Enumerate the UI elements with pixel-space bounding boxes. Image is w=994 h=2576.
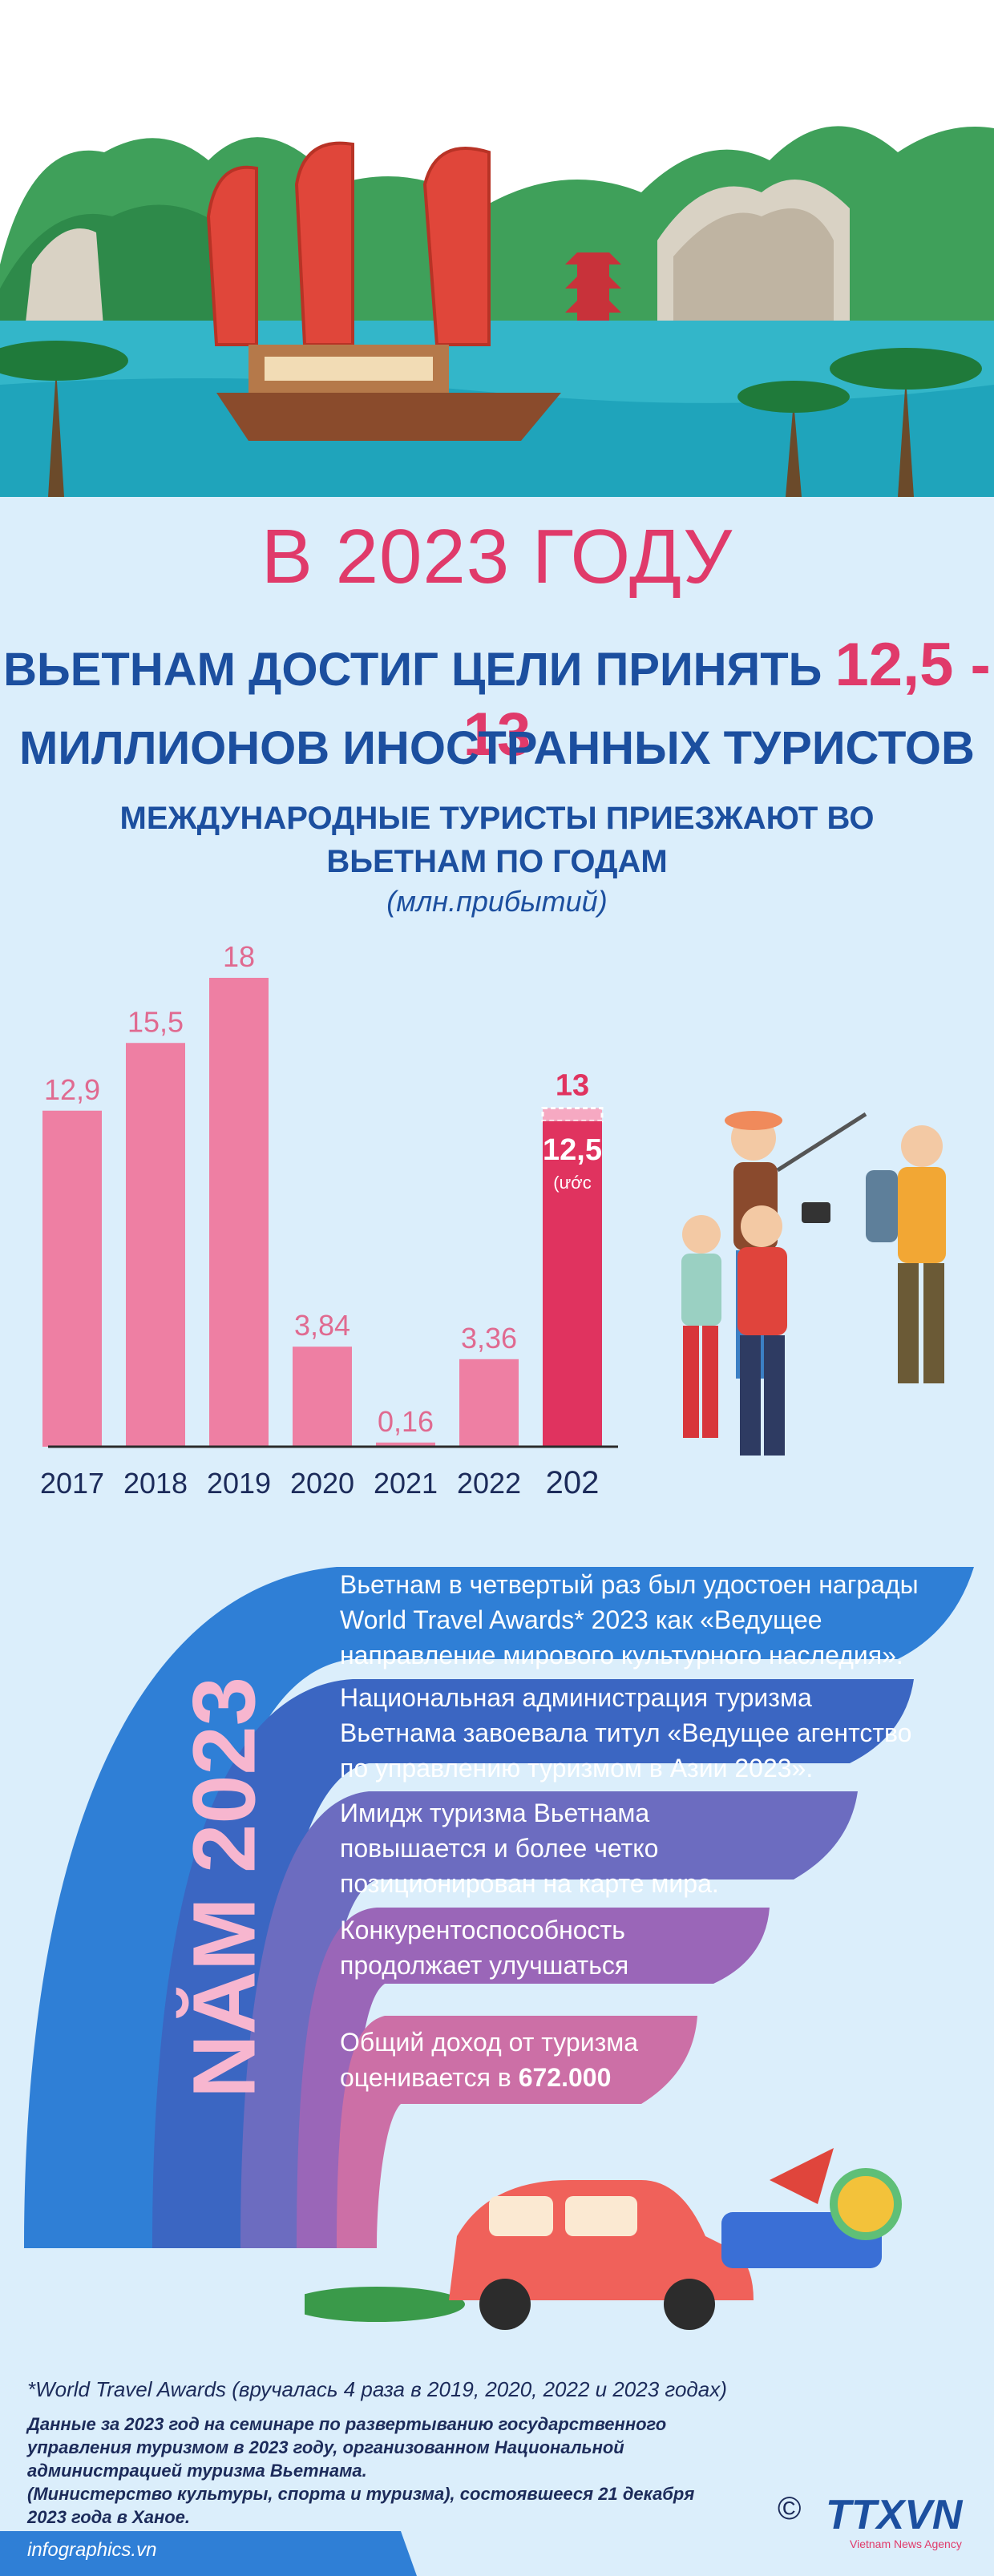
chart-title: МЕЖДУНАРОДНЫЕ ТУРИСТЫ ПРИЕЗЖАЮТ ВО ВЬЕТН…: [0, 797, 994, 883]
tick-label-202: 202: [546, 1465, 600, 1500]
achievement-2: Национальная администрация туризма Вьетн…: [340, 1683, 912, 1783]
tick-label-2018: 2018: [123, 1467, 188, 1500]
chart-title-line-2: ВЬЕТНАМ ПО ГОДАМ: [326, 844, 668, 879]
year-side-label-wrap: NĂM 2023: [176, 1567, 274, 2208]
ttxvn-logo: © TTXVN Vietnam News Agency: [778, 2491, 986, 2555]
copyright-symbol: ©: [778, 2491, 802, 2526]
headline-text: ВЬЕТНАМ ДОСТИГ ЦЕЛИ ПРИНЯТЬ: [3, 644, 822, 696]
award-footnote: *World Travel Awards (вручалась 4 раза в…: [27, 2377, 727, 2401]
source-line-4: (Министерство культуры, спорта и туризма…: [27, 2484, 695, 2504]
bar-2019: [209, 978, 269, 1447]
value-label-2017: 12,9: [44, 1073, 100, 1106]
achievement-waves: [24, 1567, 974, 2248]
chart-title-line-1: МЕЖДУНАРОДНЫЕ ТУРИСТЫ ПРИЕЗЖАЮТ ВО: [119, 801, 875, 836]
value-label-2019: 18: [223, 940, 255, 973]
estimate-note: (ước: [553, 1173, 591, 1193]
achievement-4: Конкурентоспособность продолжает улучшат…: [340, 1916, 629, 1980]
bar-2017: [42, 1110, 102, 1447]
year-side-label: NĂM 2023: [175, 1677, 274, 2098]
value-label-2021: 0,16: [378, 1405, 434, 1438]
tourists-illustration: [681, 1111, 946, 1456]
year-title: В 2023 ГОДУ: [261, 514, 733, 600]
achievement-5: Общий доход от туризма оценивается в 672…: [340, 2025, 677, 2095]
bar-2020: [293, 1347, 352, 1447]
bar-2021: [376, 1442, 435, 1447]
logo-subtext: Vietnam News Agency: [850, 2538, 962, 2550]
source-line-5: 2023 года в Ханое.: [27, 2507, 191, 2527]
site-url[interactable]: infographics.vn: [27, 2539, 157, 2561]
bar-target-range: [541, 1107, 604, 1123]
headline-highlight: 12,5 - 13: [463, 631, 991, 769]
tick-label-2022: 2022: [457, 1467, 521, 1500]
value-label-2022: 3,36: [461, 1322, 517, 1355]
logo-text: TTXVN: [826, 2492, 963, 2538]
source-line-2: управления туризмом в 2023 году, организ…: [27, 2437, 624, 2457]
bar-2022: [459, 1359, 519, 1447]
source-line-1: Данные за 2023 год на семинаре по развер…: [27, 2414, 667, 2434]
value-label-2020: 3,84: [294, 1309, 350, 1342]
bar-2018: [126, 1043, 185, 1447]
tick-label-2019: 2019: [207, 1467, 271, 1500]
source-line-3: администрацией туризма Вьетнама.: [27, 2461, 367, 2481]
arrivals-bar-chart: 12,9 2017 15,5 2018 18 2019 3,84 2020 0,16 2021 3,…: [40, 940, 618, 1500]
value-label-202: 12,5: [543, 1133, 602, 1167]
chart-unit: (млн.прибытий): [386, 885, 608, 918]
bar-202: [543, 1120, 602, 1447]
achievement-5-value: 672.000: [518, 2063, 612, 2092]
site-bar: [0, 2531, 417, 2576]
achievement-5-text: Общий доход от туризма оценивается в: [340, 2028, 639, 2092]
target-label: 13: [556, 1069, 589, 1103]
source-note: Данные за 2023 год на семинаре по развер…: [27, 2412, 694, 2529]
achievement-1: Вьетнам в четвертый раз был удостоен наг…: [340, 1570, 919, 1670]
value-label-2018: 15,5: [127, 1005, 184, 1038]
tick-label-2020: 2020: [290, 1467, 354, 1500]
car-illustration: [305, 2148, 902, 2330]
achievement-3: Имидж туризма Вьетнама повышается и боле…: [340, 1799, 719, 1898]
tick-label-2021: 2021: [374, 1467, 438, 1500]
headline-line-2: МИЛЛИОНОВ ИНОСТРАННЫХ ТУРИСТОВ: [19, 722, 975, 774]
halong-bay-illustration: [0, 0, 994, 497]
headline-line-1: ВЬЕТНАМ ДОСТИГ ЦЕЛИ ПРИНЯТЬ 12,5 - 13: [0, 630, 994, 769]
tick-label-2017: 2017: [40, 1467, 104, 1500]
